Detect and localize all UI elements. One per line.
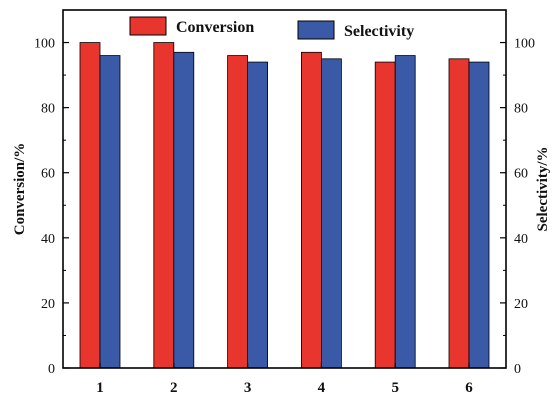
- legend-swatch-selectivity: [297, 20, 335, 40]
- bar-selectivity-6: [468, 61, 490, 369]
- y-tick-label-40: 40: [41, 232, 55, 247]
- y-tick-label-0: 0: [48, 362, 55, 377]
- legend-swatch-conversion: [129, 16, 167, 36]
- y2-tick-label-80: 80: [514, 102, 528, 117]
- x-tick-label-2: 2: [170, 380, 178, 396]
- bars-layer: [79, 42, 490, 369]
- y2-tick-label-20: 20: [514, 297, 528, 312]
- y2-tick-label-100: 100: [514, 37, 535, 52]
- bar-selectivity-4: [320, 58, 342, 369]
- bar-conversion-5: [374, 61, 396, 369]
- bar-selectivity-1: [99, 55, 121, 369]
- legend-label-selectivity: Selectivity: [344, 23, 414, 40]
- plot-frame: [62, 9, 507, 369]
- y-axis-title: Conversion/%: [12, 143, 28, 236]
- x-tick-label-6: 6: [465, 380, 473, 396]
- x-tick-label-4: 4: [318, 380, 326, 396]
- legend-label-conversion: Conversion: [176, 19, 254, 36]
- bar-conversion-6: [448, 58, 470, 369]
- bar-conversion-2: [153, 42, 175, 369]
- y-tick-label-80: 80: [41, 102, 55, 117]
- x-tick-label-5: 5: [391, 380, 399, 396]
- bar-selectivity-2: [173, 51, 195, 369]
- y2-tick-label-40: 40: [514, 232, 528, 247]
- y-tick-label-60: 60: [41, 167, 55, 182]
- y-tick-label-20: 20: [41, 297, 55, 312]
- bar-selectivity-5: [394, 55, 416, 369]
- y-tick-label-100: 100: [34, 37, 55, 52]
- bar-selectivity-3: [247, 61, 269, 369]
- bar-conversion-4: [300, 51, 322, 369]
- y2-axis-title: Selectivity/%: [535, 147, 551, 232]
- bar-conversion-1: [79, 42, 101, 369]
- x-tick-label-1: 1: [96, 380, 104, 396]
- y2-tick-label-0: 0: [514, 362, 521, 377]
- legend: Conversion Selectivity: [129, 16, 414, 40]
- bar-conversion-3: [227, 55, 249, 369]
- y2-tick-label-60: 60: [514, 167, 528, 182]
- x-tick-label-3: 3: [244, 380, 252, 396]
